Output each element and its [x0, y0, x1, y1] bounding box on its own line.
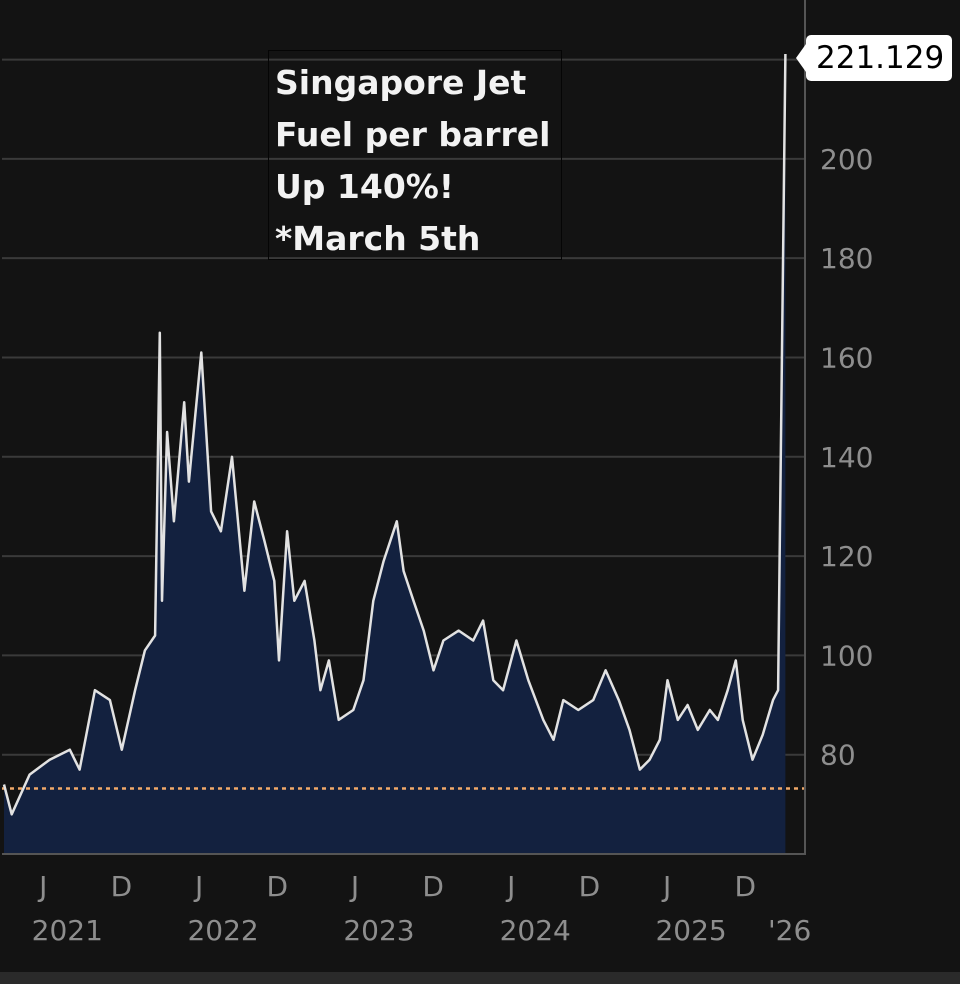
annotation-line: *March 5th — [275, 219, 481, 258]
x-month-label: D — [579, 870, 601, 903]
x-month-label: D — [111, 870, 133, 903]
annotation-line: Singapore Jet — [275, 63, 527, 102]
annotation-line: Up 140%! — [275, 167, 454, 206]
price-line — [2, 53, 787, 816]
x-month-label: D — [734, 870, 756, 903]
x-month-label: D — [422, 870, 444, 903]
y-tick-label: 160 — [820, 341, 873, 374]
x-month-label: J — [193, 870, 203, 903]
annotation-box: Singapore Jet Fuel per barrel Up 140%! *… — [268, 50, 562, 260]
y-tick-label: 180 — [820, 242, 873, 275]
y-tick-label: 100 — [820, 639, 873, 672]
gridlines — [2, 58, 805, 756]
last-value-callout: 221.129 — [795, 35, 953, 81]
x-month-label: J — [661, 870, 671, 903]
x-year-label: 2024 — [500, 914, 571, 947]
y-tick-label: 140 — [820, 441, 873, 474]
x-year-label: '26 — [768, 914, 811, 947]
bottom-bar — [0, 972, 960, 984]
price-area-fill — [4, 54, 786, 854]
x-month-label: D — [266, 870, 288, 903]
y-tick-labels: 80 100 120 140 160 180 200 — [820, 143, 873, 772]
y-tick-label: 120 — [820, 540, 873, 573]
x-month-label: J — [505, 870, 515, 903]
y-tick-label: 200 — [820, 143, 873, 176]
x-year-label: 2021 — [32, 914, 103, 947]
x-month-label: J — [349, 870, 359, 903]
x-year-label: 2025 — [655, 914, 726, 947]
y-tick-label: 80 — [820, 739, 856, 772]
x-year-label: 2022 — [187, 914, 258, 947]
annotation-line: Fuel per barrel — [275, 115, 551, 154]
x-month-label: J — [37, 870, 47, 903]
x-year-label: 2023 — [343, 914, 414, 947]
